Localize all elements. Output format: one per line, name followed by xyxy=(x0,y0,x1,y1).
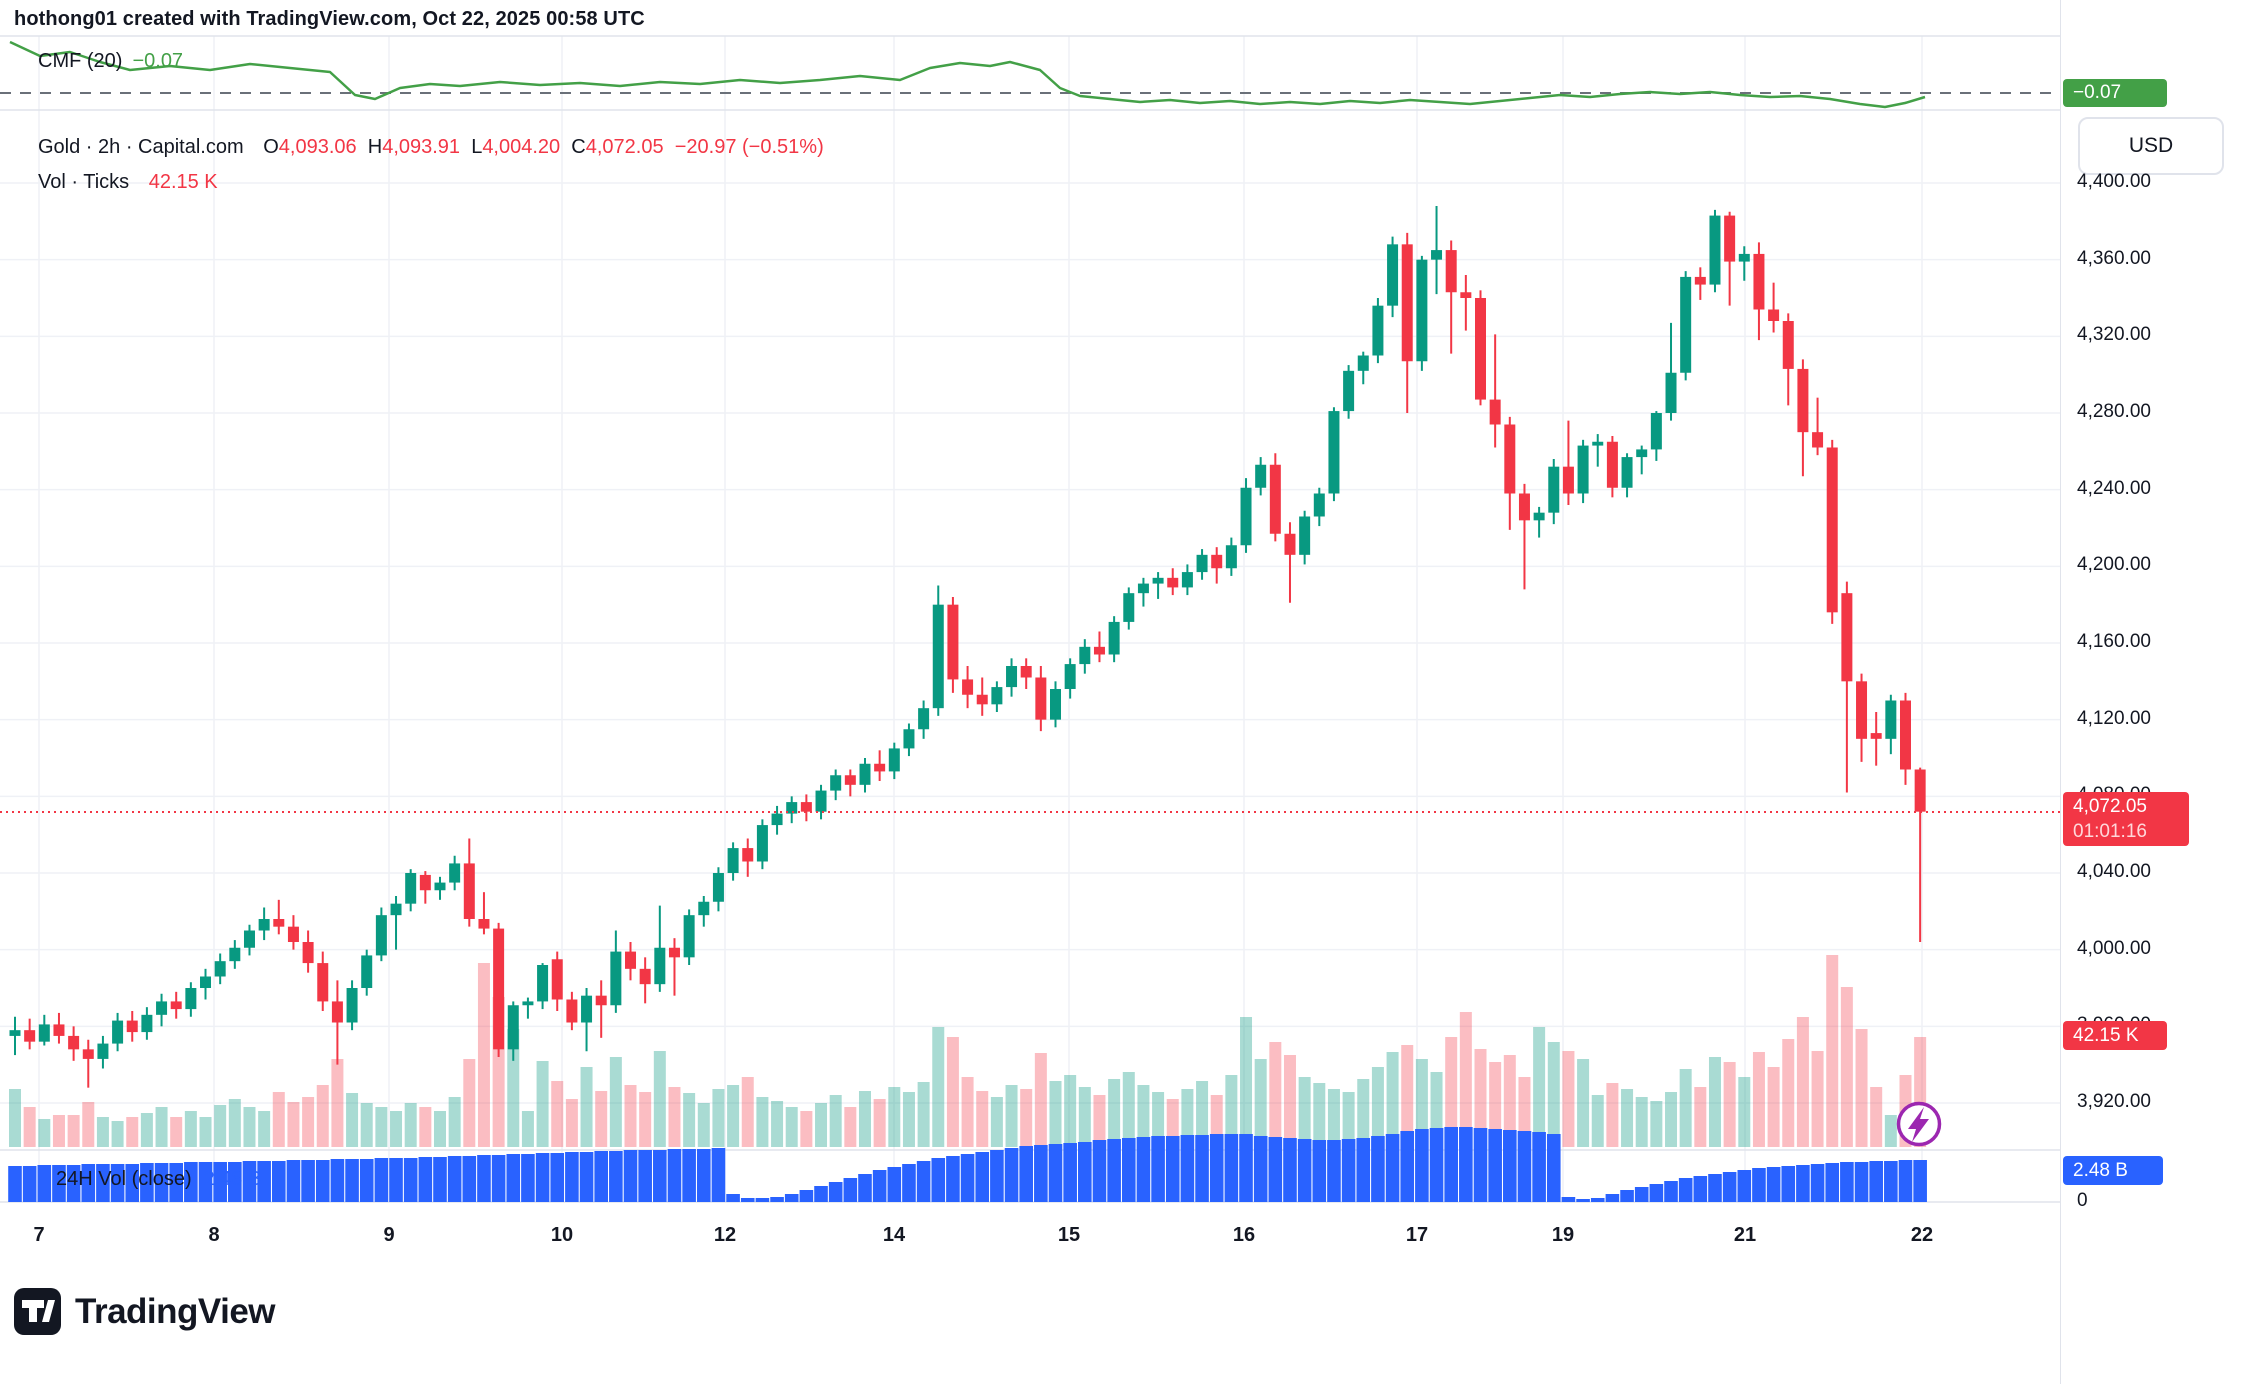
cmf-legend[interactable]: CMF (20) −0.07 xyxy=(38,50,183,73)
price-axis-label: 4,040.00 xyxy=(2077,861,2151,882)
price-axis-label: 4,200.00 xyxy=(2077,554,2151,576)
time-axis-label: 8 xyxy=(208,1224,220,1246)
vol24-label: 24H Vol (close) xyxy=(56,1168,192,1190)
time-axis-label: 19 xyxy=(1551,1224,1575,1246)
price-axis-label: 4,240.00 xyxy=(2077,477,2151,499)
symbol-legend[interactable]: Gold · 2h · Capital.com O4,093.06 H4,093… xyxy=(38,136,824,159)
time-axis-label: 9 xyxy=(383,1224,395,1246)
tradingview-wordmark: TradingView xyxy=(75,1291,276,1331)
price-axis-label: 4,160.00 xyxy=(2077,631,2151,652)
tradingview-logo[interactable]: TradingView xyxy=(14,1288,276,1335)
price-axis-label: 4,360.00 xyxy=(2077,247,2151,269)
time-axis-label: 12 xyxy=(713,1224,737,1246)
vol24-legend[interactable]: 24H Vol (close) 2.48 B xyxy=(56,1168,261,1191)
current-price-badge: 4,072.05 01:01:16 xyxy=(2063,792,2189,846)
ohlc-low: L4,004.20 xyxy=(471,136,561,158)
time-axis-label: 7 xyxy=(33,1224,45,1246)
price-axis-label: 3,920.00 xyxy=(2077,1091,2151,1112)
tradingview-logo-icon xyxy=(14,1288,61,1335)
time-axis-label: 17 xyxy=(1405,1224,1429,1246)
symbol-title: Gold · 2h · Capital.com xyxy=(38,136,244,158)
time-axis-label: 15 xyxy=(1057,1224,1081,1246)
volume-label: Vol · Ticks xyxy=(38,171,130,193)
ohlc-open: O4,093.06 xyxy=(263,136,357,158)
time-axis-label: 14 xyxy=(882,1224,906,1246)
ohlc-close: C4,072.05 xyxy=(571,136,664,158)
flash-button[interactable] xyxy=(1896,1101,1942,1147)
vol24-axis-badge: 2.48 B xyxy=(2063,1156,2163,1185)
price-axis-label: 4,000.00 xyxy=(2077,937,2151,959)
zero-axis-label: 0 xyxy=(2077,1190,2088,1211)
attribution-text: hothong01 created with TradingView.com, … xyxy=(14,8,645,30)
price-axis-label: 4,320.00 xyxy=(2077,324,2151,346)
time-axis-label: 22 xyxy=(1910,1224,1934,1246)
cmf-value: −0.07 xyxy=(132,50,184,72)
change-value: −20.97 (−0.51%) xyxy=(674,136,824,158)
time-axis-label: 10 xyxy=(550,1224,574,1246)
price-axis-label: 4,120.00 xyxy=(2077,707,2151,729)
cmf-axis-badge: −0.07 xyxy=(2063,79,2167,107)
time-axis-label: 16 xyxy=(1232,1224,1256,1246)
time-axis-label: 21 xyxy=(1733,1224,1757,1246)
cmf-label: CMF (20) xyxy=(38,50,123,72)
volume-axis-badge: 42.15 K xyxy=(2063,1021,2167,1050)
price-axis-label: 4,400.00 xyxy=(2077,171,2151,192)
vol24-value: 2.48 B xyxy=(203,1168,262,1190)
volume-value: 42.15 K xyxy=(148,171,218,193)
price-axis[interactable]: −0.07 USD 4,400.00 4,360.00 4,320.00 4,280.… xyxy=(2060,0,2248,1384)
countdown-timer: 01:01:16 xyxy=(2073,821,2147,842)
volume-legend[interactable]: Vol · Ticks 42.15 K xyxy=(38,171,218,194)
currency-button[interactable]: USD xyxy=(2078,117,2224,175)
price-axis-label: 4,280.00 xyxy=(2077,401,2151,422)
ohlc-high: H4,093.91 xyxy=(367,136,461,158)
